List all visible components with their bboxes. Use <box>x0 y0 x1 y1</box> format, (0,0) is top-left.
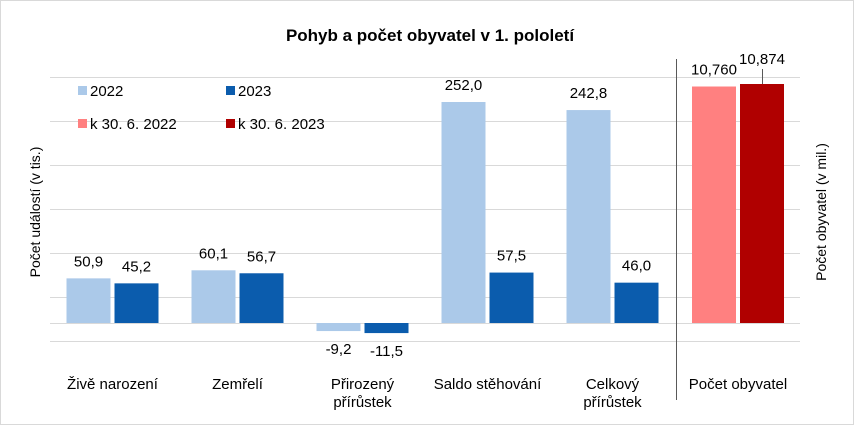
bar <box>316 323 361 332</box>
bar <box>239 273 284 323</box>
legend-label: k 30. 6. 2022 <box>90 116 177 133</box>
category-label: Zemřelí <box>212 376 264 393</box>
category-label: Počet obyvatel <box>689 376 787 393</box>
data-labels: 50,9 45,2 60,1 56,7 -9,2 -11,5 252,0 57,5 242,8 4… <box>74 51 785 360</box>
data-label: 50,9 <box>74 253 103 270</box>
category-label: Živě narození <box>67 376 159 393</box>
bar <box>614 282 659 323</box>
bar <box>66 278 111 323</box>
category-label: Přirozený přírůstek <box>331 376 395 411</box>
bar <box>191 270 236 323</box>
data-label: 60,1 <box>199 245 228 262</box>
secondary-y-axis-title: Počet obyvatel (v mil.) <box>813 143 829 281</box>
bar <box>692 86 736 323</box>
category-label: Celkový přírůstek <box>583 376 642 411</box>
data-label: 10,874 <box>739 51 785 68</box>
bar <box>364 323 409 334</box>
data-label: 45,2 <box>122 258 151 275</box>
data-label: 46,0 <box>622 258 651 275</box>
data-label: 10,760 <box>691 62 737 79</box>
data-label: -9,2 <box>326 341 352 358</box>
data-label: 252,0 <box>445 77 483 94</box>
bars <box>66 84 784 334</box>
bar <box>740 84 784 323</box>
legend-label: 2022 <box>90 83 123 100</box>
legend-swatch <box>78 119 87 128</box>
bar <box>566 110 611 323</box>
data-label: 57,5 <box>497 248 526 265</box>
legend-swatch <box>226 119 235 128</box>
category-label: Saldo stěhování <box>434 376 542 393</box>
legend-swatch <box>78 86 87 95</box>
data-label: 56,7 <box>247 248 276 265</box>
legend-swatch <box>226 86 235 95</box>
legend-label: k 30. 6. 2023 <box>238 116 325 133</box>
bar <box>441 102 486 323</box>
legend-label: 2023 <box>238 83 271 100</box>
data-label: 242,8 <box>570 85 608 102</box>
chart-title: Pohyb a počet obyvatel v 1. pololetí <box>286 26 575 45</box>
bar <box>489 272 534 323</box>
legend: 2022 2023 k 30. 6. 2022 k 30. 6. 2023 <box>78 83 325 133</box>
bar <box>114 283 159 323</box>
y-axis-title: Počet událostí (v tis.) <box>27 147 43 278</box>
gridlines <box>50 59 800 400</box>
category-labels: Živě narození Zemřelí Přirozený přírůstek Sa… <box>67 376 787 411</box>
data-label: -11,5 <box>370 343 403 360</box>
